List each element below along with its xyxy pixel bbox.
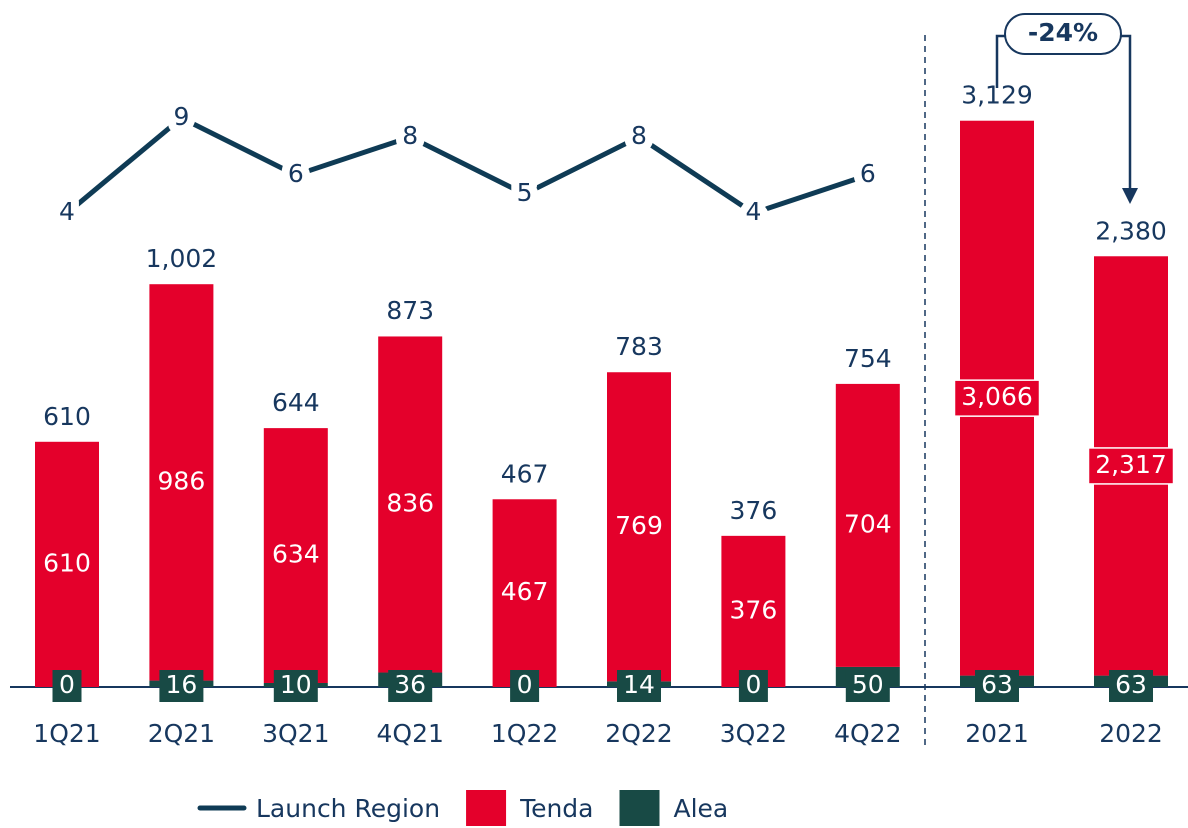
alea-label: 36 [394, 670, 426, 699]
alea-label-box [845, 670, 890, 702]
alea-label: 16 [165, 670, 197, 699]
alea-label: 0 [517, 670, 533, 699]
total-label: 873 [386, 296, 434, 325]
legend-label: Launch Region [256, 794, 440, 823]
tenda-label: 610 [43, 548, 91, 577]
bar-segment [607, 372, 671, 682]
total-label: 2,380 [1095, 216, 1167, 245]
bar-segment [149, 284, 214, 681]
tenda-label: 2,317 [1095, 450, 1167, 479]
x-tick-label: 2022 [1099, 719, 1163, 748]
x-tick-label: 4Q21 [376, 719, 443, 748]
line-label: 4 [59, 197, 75, 226]
total-label: 376 [730, 496, 778, 525]
annotation-arrow [1122, 188, 1138, 204]
alea-label-box [273, 670, 318, 702]
total-label: 783 [615, 332, 663, 361]
tenda-label: 3,066 [961, 382, 1033, 411]
legend-label: Alea [674, 794, 729, 823]
alea-label-box [52, 670, 82, 702]
alea-label-box [975, 670, 1019, 702]
total-label: 3,129 [961, 81, 1033, 110]
annotation-box [1004, 13, 1122, 55]
alea-label: 0 [59, 670, 75, 699]
total-label: 467 [501, 459, 549, 488]
line-label: 8 [631, 121, 647, 150]
alea-label-box [388, 670, 433, 702]
alea-label-box [510, 670, 540, 702]
alea-label: 63 [1115, 670, 1147, 699]
line-label: 5 [517, 178, 533, 207]
line-label: 6 [288, 159, 304, 188]
legend-swatch [619, 790, 660, 826]
bar-segment [35, 441, 99, 687]
x-tick-label: 2021 [965, 719, 1029, 748]
total-label: 610 [43, 402, 91, 431]
legend-swatch [466, 790, 507, 826]
bar-segment [835, 383, 900, 667]
line-label: 6 [860, 159, 876, 188]
tenda-label: 986 [158, 466, 206, 495]
x-tick-label: 3Q21 [262, 719, 329, 748]
x-tick-label: 1Q22 [491, 719, 558, 748]
tenda-label: 704 [844, 509, 892, 538]
alea-label: 63 [981, 670, 1013, 699]
line-label: 8 [402, 121, 418, 150]
total-label: 754 [844, 344, 892, 373]
tenda-label-box [1087, 447, 1175, 485]
line-label: 9 [173, 102, 189, 131]
legend-label: Tenda [519, 794, 593, 823]
tenda-label: 376 [730, 595, 778, 624]
alea-label-box [1109, 670, 1153, 702]
total-label: 1,002 [146, 244, 218, 273]
x-tick-label: 2Q21 [148, 719, 215, 748]
x-tick-label: 1Q21 [33, 719, 100, 748]
alea-label-box [159, 670, 204, 702]
tenda-label: 467 [501, 577, 549, 606]
alea-label: 14 [623, 670, 655, 699]
alea-label-box [738, 670, 768, 702]
bar-segment [492, 499, 557, 687]
bar-segment [263, 428, 328, 683]
tenda-label: 769 [615, 511, 663, 540]
alea-label: 50 [852, 670, 884, 699]
alea-label: 10 [280, 670, 312, 699]
total-label: 644 [272, 388, 320, 417]
line-label: 4 [745, 197, 761, 226]
x-tick-label: 3Q22 [720, 719, 787, 748]
x-tick-label: 2Q22 [605, 719, 672, 748]
bar-segment [378, 336, 443, 673]
alea-label: 0 [745, 670, 761, 699]
x-tick-label: 4Q22 [834, 719, 901, 748]
line [65, 115, 869, 216]
tenda-label-box [953, 379, 1041, 417]
annotation: -24% [1028, 18, 1098, 47]
alea-label-box [617, 670, 661, 702]
tenda-label: 836 [386, 488, 434, 517]
bar-segment [721, 535, 786, 687]
tenda-label: 634 [272, 540, 320, 569]
